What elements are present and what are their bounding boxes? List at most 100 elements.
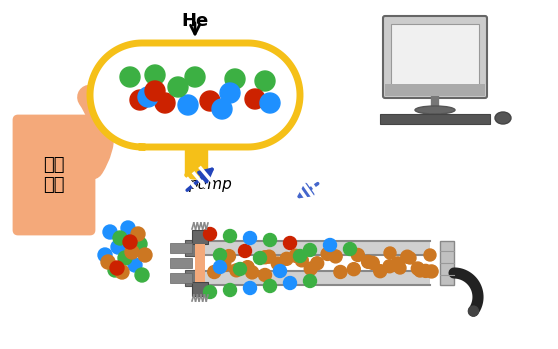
Circle shape xyxy=(123,235,137,249)
Circle shape xyxy=(178,95,198,115)
Circle shape xyxy=(304,244,316,257)
Circle shape xyxy=(425,265,438,278)
Bar xyxy=(185,270,197,286)
Circle shape xyxy=(304,275,316,288)
Circle shape xyxy=(131,227,145,241)
Circle shape xyxy=(230,264,243,277)
Circle shape xyxy=(145,81,165,101)
Circle shape xyxy=(260,93,280,113)
Circle shape xyxy=(110,261,124,275)
Circle shape xyxy=(241,261,254,274)
Circle shape xyxy=(120,67,140,87)
Ellipse shape xyxy=(90,43,194,147)
Circle shape xyxy=(130,90,150,110)
Circle shape xyxy=(344,243,357,255)
Circle shape xyxy=(283,237,296,250)
Circle shape xyxy=(133,237,147,251)
Circle shape xyxy=(214,248,227,261)
Circle shape xyxy=(108,263,122,277)
Circle shape xyxy=(128,258,142,272)
Circle shape xyxy=(245,89,265,109)
Circle shape xyxy=(263,233,277,246)
Circle shape xyxy=(366,257,379,269)
Circle shape xyxy=(138,87,158,107)
Circle shape xyxy=(255,71,275,91)
Circle shape xyxy=(246,266,258,279)
Bar xyxy=(192,230,208,244)
Circle shape xyxy=(243,231,257,245)
Circle shape xyxy=(113,231,127,245)
FancyArrowPatch shape xyxy=(90,97,102,167)
Bar xyxy=(195,271,430,285)
Circle shape xyxy=(304,262,318,275)
Circle shape xyxy=(294,250,306,262)
Bar xyxy=(195,241,430,255)
Circle shape xyxy=(273,265,286,277)
Circle shape xyxy=(271,257,285,270)
Circle shape xyxy=(468,306,478,316)
Ellipse shape xyxy=(495,112,511,124)
Circle shape xyxy=(352,248,364,261)
Circle shape xyxy=(280,252,293,265)
Circle shape xyxy=(224,230,237,243)
Circle shape xyxy=(401,250,414,263)
Circle shape xyxy=(404,252,416,264)
Circle shape xyxy=(289,249,302,262)
Circle shape xyxy=(411,262,424,275)
Circle shape xyxy=(204,285,217,298)
Text: pump: pump xyxy=(188,178,232,193)
Circle shape xyxy=(233,262,247,275)
Bar xyxy=(170,273,192,283)
Circle shape xyxy=(394,262,406,274)
Circle shape xyxy=(362,255,374,268)
Circle shape xyxy=(424,249,436,261)
Circle shape xyxy=(224,283,237,297)
Circle shape xyxy=(218,259,231,272)
Circle shape xyxy=(98,248,112,262)
Circle shape xyxy=(204,228,217,240)
Circle shape xyxy=(243,282,257,295)
Circle shape xyxy=(125,245,139,259)
Bar xyxy=(185,240,197,256)
Ellipse shape xyxy=(196,43,300,147)
Circle shape xyxy=(283,276,296,290)
Circle shape xyxy=(118,251,132,265)
Circle shape xyxy=(321,247,334,260)
Circle shape xyxy=(135,268,149,282)
Circle shape xyxy=(214,260,227,274)
Circle shape xyxy=(311,257,324,270)
Circle shape xyxy=(324,238,336,252)
Circle shape xyxy=(185,67,205,87)
Bar xyxy=(380,114,490,124)
FancyBboxPatch shape xyxy=(14,116,94,234)
Circle shape xyxy=(419,265,432,277)
Circle shape xyxy=(223,250,235,262)
Circle shape xyxy=(383,260,396,273)
Ellipse shape xyxy=(415,106,455,114)
Circle shape xyxy=(238,245,252,258)
Circle shape xyxy=(374,265,387,278)
Circle shape xyxy=(220,83,240,103)
Circle shape xyxy=(414,265,426,277)
Circle shape xyxy=(145,65,165,85)
Circle shape xyxy=(208,266,221,279)
Circle shape xyxy=(200,91,220,111)
Circle shape xyxy=(103,225,117,239)
Circle shape xyxy=(258,251,272,264)
Bar xyxy=(391,24,479,86)
Bar xyxy=(170,258,192,268)
Bar xyxy=(440,241,454,285)
Circle shape xyxy=(138,248,152,262)
Circle shape xyxy=(253,252,267,265)
Circle shape xyxy=(329,250,342,263)
Circle shape xyxy=(295,254,308,267)
Bar xyxy=(195,244,205,282)
Circle shape xyxy=(347,263,360,276)
Circle shape xyxy=(115,265,129,279)
Circle shape xyxy=(391,257,405,270)
Circle shape xyxy=(101,255,115,269)
Bar xyxy=(170,243,192,253)
FancyBboxPatch shape xyxy=(383,16,487,98)
Bar xyxy=(185,147,207,175)
FancyBboxPatch shape xyxy=(142,43,248,147)
